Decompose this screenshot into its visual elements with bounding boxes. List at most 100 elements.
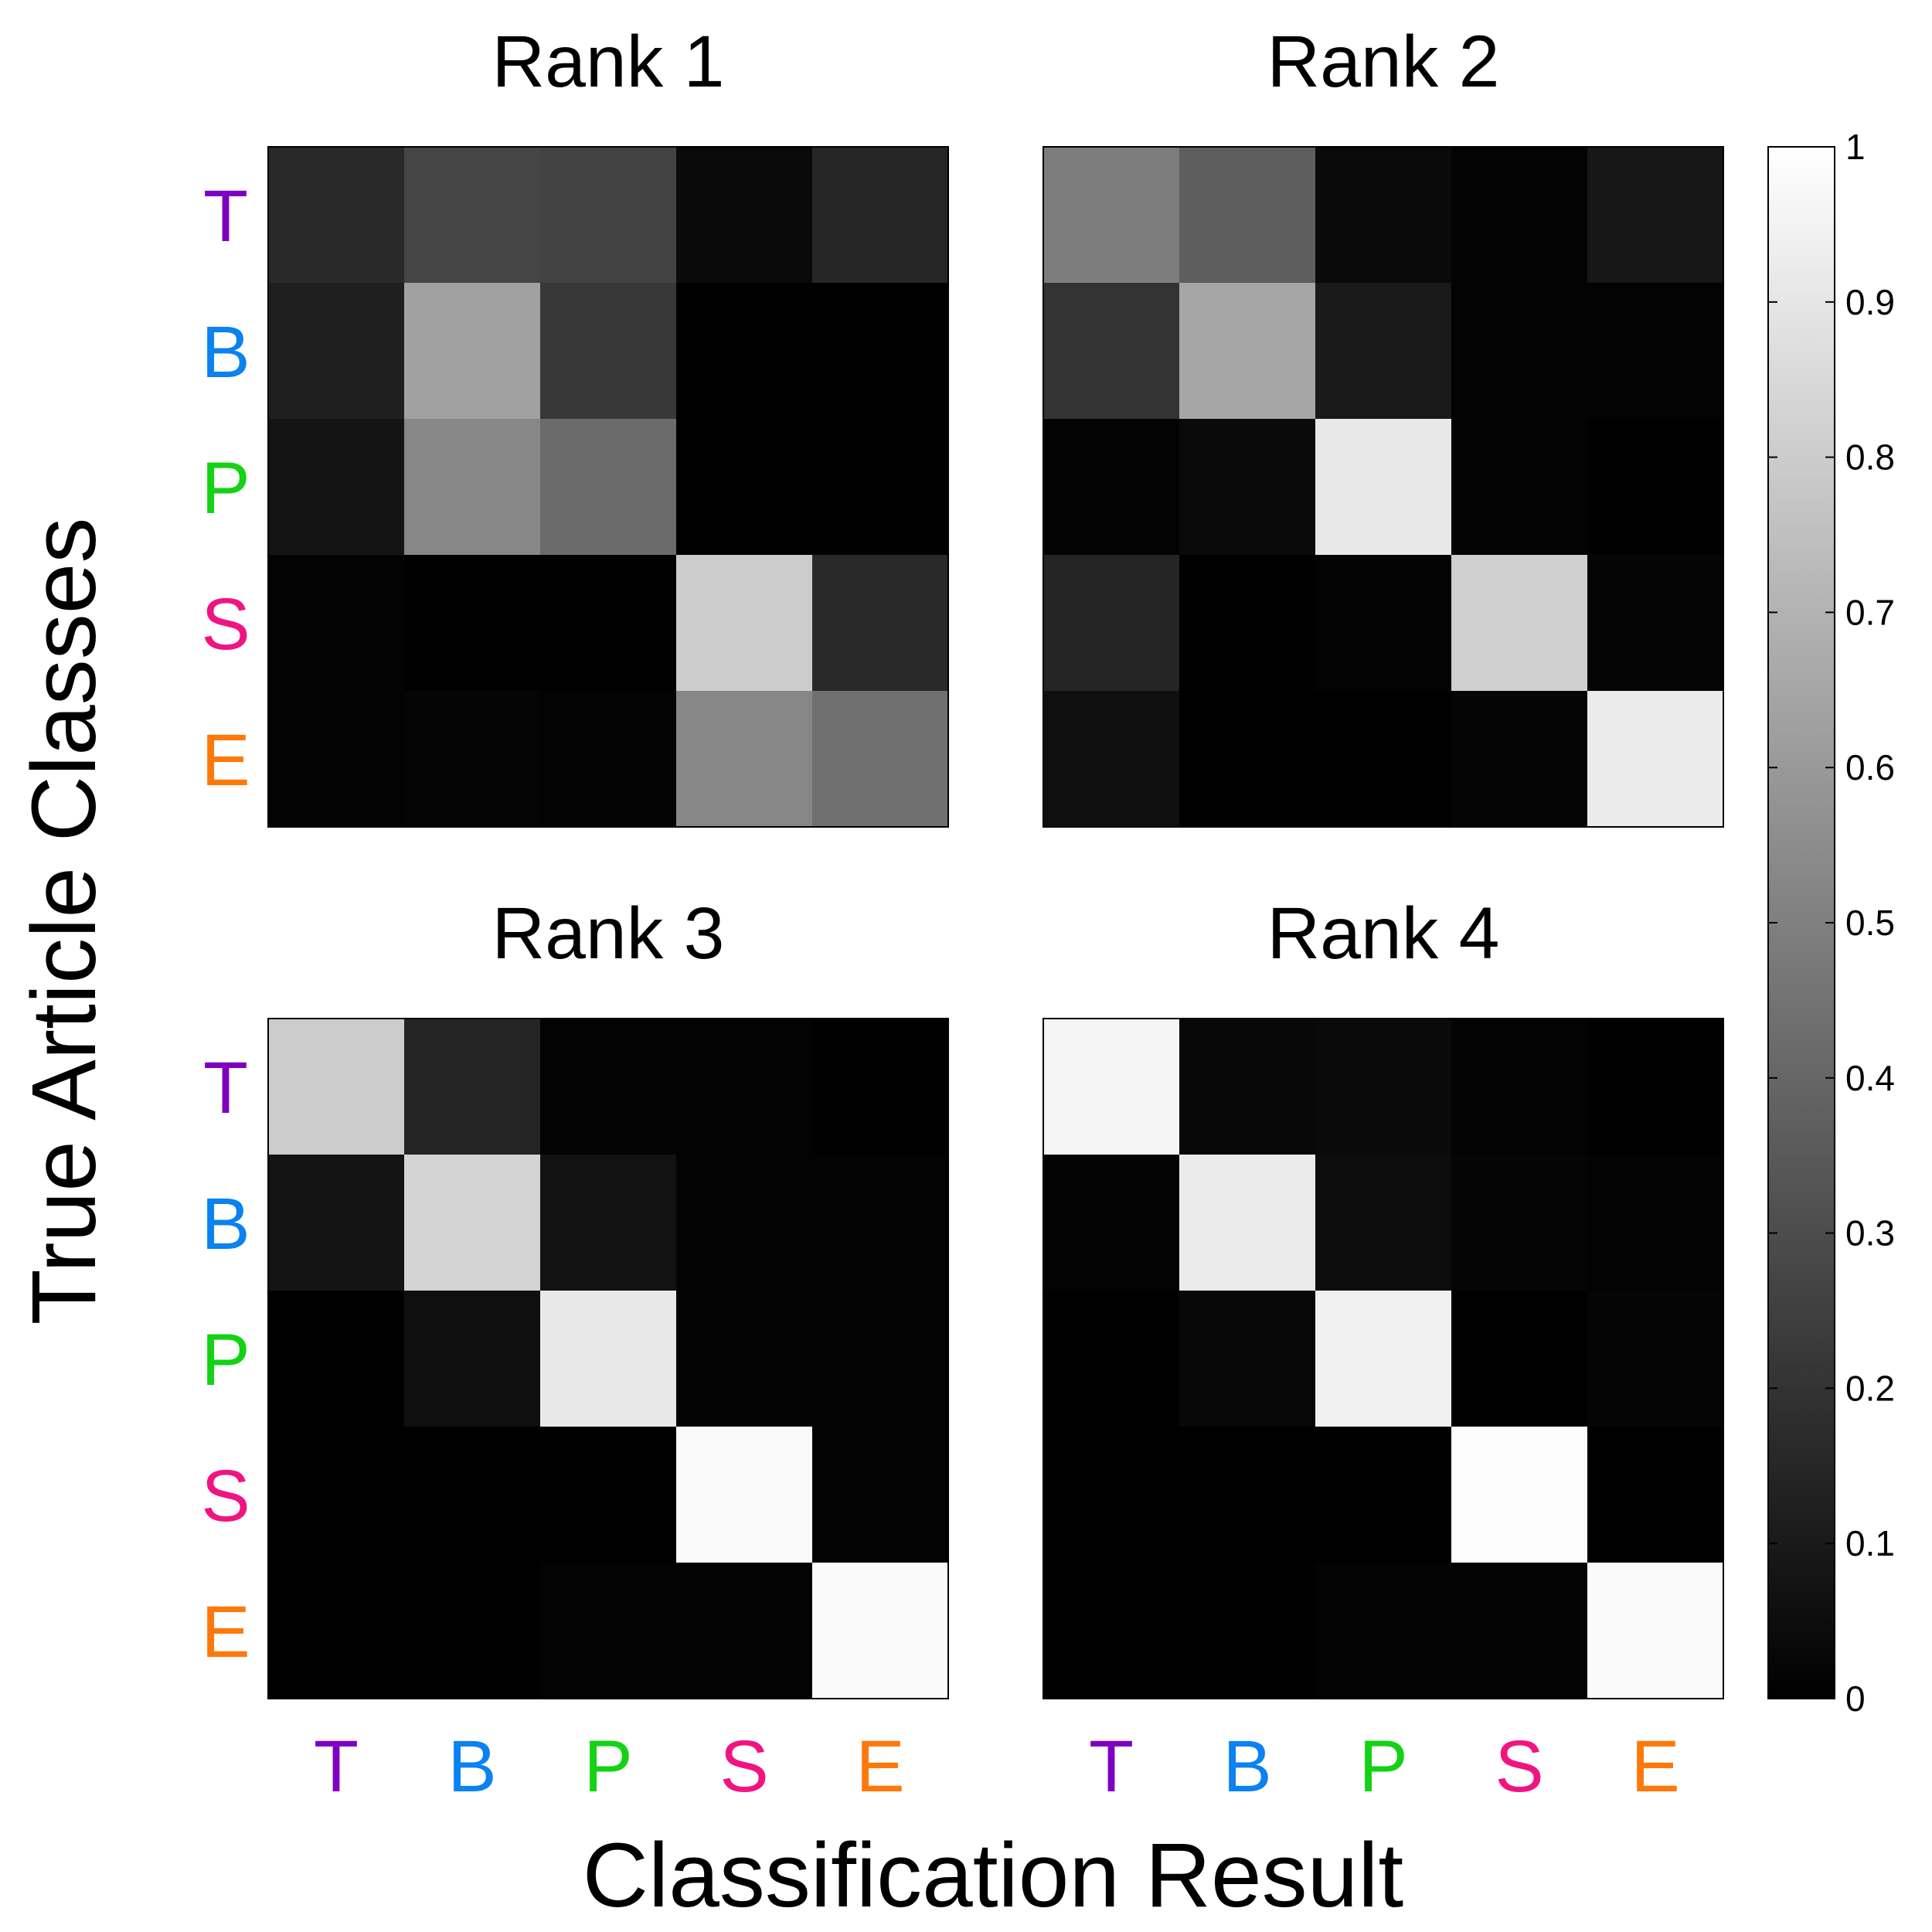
heatmap-cell — [404, 1019, 541, 1155]
heatmap-cell — [1315, 283, 1452, 420]
colorbar-tick-label: 1 — [1845, 127, 1866, 167]
heatmap-cell — [1587, 1155, 1724, 1291]
heatmap-cell — [404, 555, 541, 692]
row-class-label: S — [201, 583, 250, 665]
column-class-label: T — [1089, 1726, 1134, 1808]
heatmap-cell — [268, 691, 405, 828]
heatmap-cell — [1451, 147, 1588, 284]
heatmap-cell — [1179, 691, 1316, 828]
heatmap-cell — [404, 283, 541, 420]
heatmap-cell — [1451, 555, 1588, 692]
heatmap-cell — [676, 555, 813, 692]
panel-title: Rank 2 — [1267, 21, 1499, 103]
colorbar-tick-label: 0.9 — [1845, 282, 1895, 322]
heatmap-cell — [540, 283, 677, 420]
heatmap-cell — [1451, 691, 1588, 828]
heatmap-cell — [1179, 1291, 1316, 1427]
heatmap-cell — [1451, 1563, 1588, 1699]
heatmap-cell — [268, 419, 405, 556]
heatmap-cell — [268, 1427, 405, 1563]
colorbar-tick-label: 0.6 — [1845, 747, 1895, 787]
heatmap-cell — [1179, 283, 1316, 420]
heatmap-cell — [1043, 691, 1180, 828]
heatmap-cell — [1179, 1019, 1316, 1155]
heatmap-cell — [812, 1019, 949, 1155]
heatmap-cell — [676, 147, 813, 284]
heatmap-cell — [812, 1291, 949, 1427]
heatmap-cell — [1179, 147, 1316, 284]
heatmap-cell — [676, 1427, 813, 1563]
row-class-label: S — [201, 1455, 250, 1537]
column-class-label: P — [583, 1726, 632, 1808]
heatmap-cell — [1179, 419, 1316, 556]
colorbar-tick-label: 0.8 — [1845, 437, 1895, 478]
panel-title: Rank 1 — [492, 21, 724, 103]
heatmap-cell — [1043, 147, 1180, 284]
heatmap-cell — [540, 147, 677, 284]
heatmap-cell — [1043, 1019, 1180, 1155]
column-class-label: S — [1495, 1726, 1543, 1808]
heatmap-cell — [1043, 1155, 1180, 1291]
heatmap-cell — [1179, 1155, 1316, 1291]
heatmap-cell — [1451, 419, 1588, 556]
heatmap-cell — [812, 283, 949, 420]
heatmap-cell — [1315, 1563, 1452, 1699]
heatmap-cell — [268, 283, 405, 420]
heatmap-cell — [1043, 1563, 1180, 1699]
colorbar: 0 0.1 0.2 0.3 0.4 0.5 0.6 0.7 0.8 0.9 1 — [1767, 127, 1895, 1719]
heatmap-cell — [1315, 1291, 1452, 1427]
heatmap-cell — [812, 147, 949, 284]
heatmap-cell — [812, 1427, 949, 1563]
heatmap-cell — [1587, 419, 1724, 556]
heatmap-panel-4: Rank 4 T B P S E — [1043, 893, 1724, 1808]
row-class-label: B — [201, 311, 250, 393]
heatmap-cell — [1451, 1155, 1588, 1291]
heatmap-cell — [1451, 1019, 1588, 1155]
heatmap-cell — [812, 419, 949, 556]
heatmap-cell — [1587, 1291, 1724, 1427]
heatmap-cell — [812, 555, 949, 692]
heatmap-cell — [404, 1291, 541, 1427]
row-class-label: E — [201, 1591, 250, 1673]
heatmap-cell — [1587, 691, 1724, 828]
heatmap-cell — [268, 555, 405, 692]
heatmap-cell — [404, 147, 541, 284]
heatmap-cell — [1043, 283, 1180, 420]
colorbar-tick-label: 0.3 — [1845, 1213, 1895, 1253]
heatmap-cell — [1451, 1427, 1588, 1563]
row-class-label: T — [203, 1047, 248, 1129]
y-axis-title: True Article Classes — [13, 518, 115, 1325]
heatmap-cell — [540, 1563, 677, 1699]
colorbar-tick-label: 0 — [1845, 1679, 1866, 1719]
colorbar-tick-label: 0.2 — [1845, 1368, 1895, 1408]
panel-title: Rank 4 — [1267, 893, 1499, 975]
column-class-label: P — [1359, 1726, 1407, 1808]
heatmap-cell — [1587, 1019, 1724, 1155]
heatmap-cell — [676, 419, 813, 556]
heatmap-cell — [540, 1291, 677, 1427]
colorbar-tick-label: 0.5 — [1845, 903, 1895, 943]
heatmap-cell — [268, 1019, 405, 1155]
column-class-label: E — [855, 1726, 904, 1808]
colorbar-gradient — [1767, 146, 1835, 1699]
panel-frame — [267, 146, 949, 828]
heatmap-cell — [1179, 555, 1316, 692]
heatmap-cell — [812, 1563, 949, 1699]
heatmap-cell — [1587, 1563, 1724, 1699]
column-class-label: B — [1223, 1726, 1271, 1808]
heatmap-cell — [1179, 1563, 1316, 1699]
heatmap-cell — [1587, 147, 1724, 284]
colorbar-tick-label: 0.7 — [1845, 592, 1895, 632]
heatmap-panel-2: Rank 2 — [1043, 21, 1724, 828]
heatmap-cell — [1043, 1427, 1180, 1563]
heatmap-cell — [1451, 283, 1588, 420]
heatmap-cell — [540, 1155, 677, 1291]
panel-frame — [267, 1018, 949, 1699]
heatmap-cell — [268, 1155, 405, 1291]
heatmap-cell — [676, 1019, 813, 1155]
heatmap-cell — [1043, 1291, 1180, 1427]
column-class-label: S — [719, 1726, 768, 1808]
heatmap-cell — [1315, 419, 1452, 556]
heatmap-cell — [540, 1427, 677, 1563]
